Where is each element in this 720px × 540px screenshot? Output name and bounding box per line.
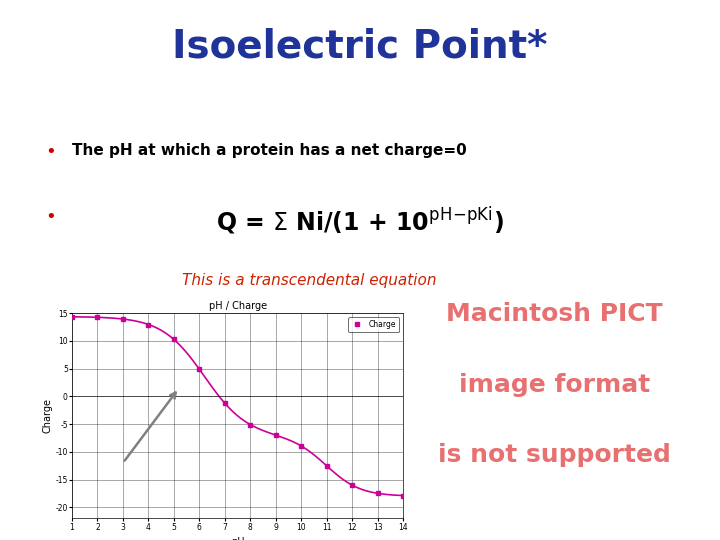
Text: Q = $\Sigma$ Ni/(1 + 10$^{\mathsf{pH\!-\!pKi}}$): Q = $\Sigma$ Ni/(1 + 10$^{\mathsf{pH\!-\… xyxy=(216,205,504,237)
Text: This is a transcendental equation: This is a transcendental equation xyxy=(182,273,437,288)
Line: Charge: Charge xyxy=(70,314,405,498)
Charge xyxy=(246,421,255,428)
Title: pH / Charge: pH / Charge xyxy=(209,301,266,311)
Charge xyxy=(297,443,305,449)
Charge xyxy=(68,314,76,320)
Charge xyxy=(144,321,153,328)
Charge xyxy=(374,490,382,497)
Y-axis label: Charge: Charge xyxy=(42,399,53,433)
Charge xyxy=(195,366,204,373)
Text: is not supported: is not supported xyxy=(438,443,671,467)
Charge xyxy=(271,432,280,438)
Text: Isoelectric Point*: Isoelectric Point* xyxy=(172,27,548,65)
Legend: Charge: Charge xyxy=(348,317,400,332)
Text: The pH at which a protein has a net charge=0: The pH at which a protein has a net char… xyxy=(72,143,467,158)
Charge xyxy=(170,336,179,343)
Charge xyxy=(323,463,331,469)
Charge xyxy=(220,400,229,407)
Text: •: • xyxy=(45,143,55,161)
Text: image format: image format xyxy=(459,373,650,396)
X-axis label: pH: pH xyxy=(231,537,244,540)
Text: •: • xyxy=(45,208,55,226)
Charge xyxy=(348,482,356,488)
Charge xyxy=(399,492,408,499)
Charge xyxy=(93,314,102,321)
Text: Macintosh PICT: Macintosh PICT xyxy=(446,302,662,326)
Charge xyxy=(119,316,127,322)
